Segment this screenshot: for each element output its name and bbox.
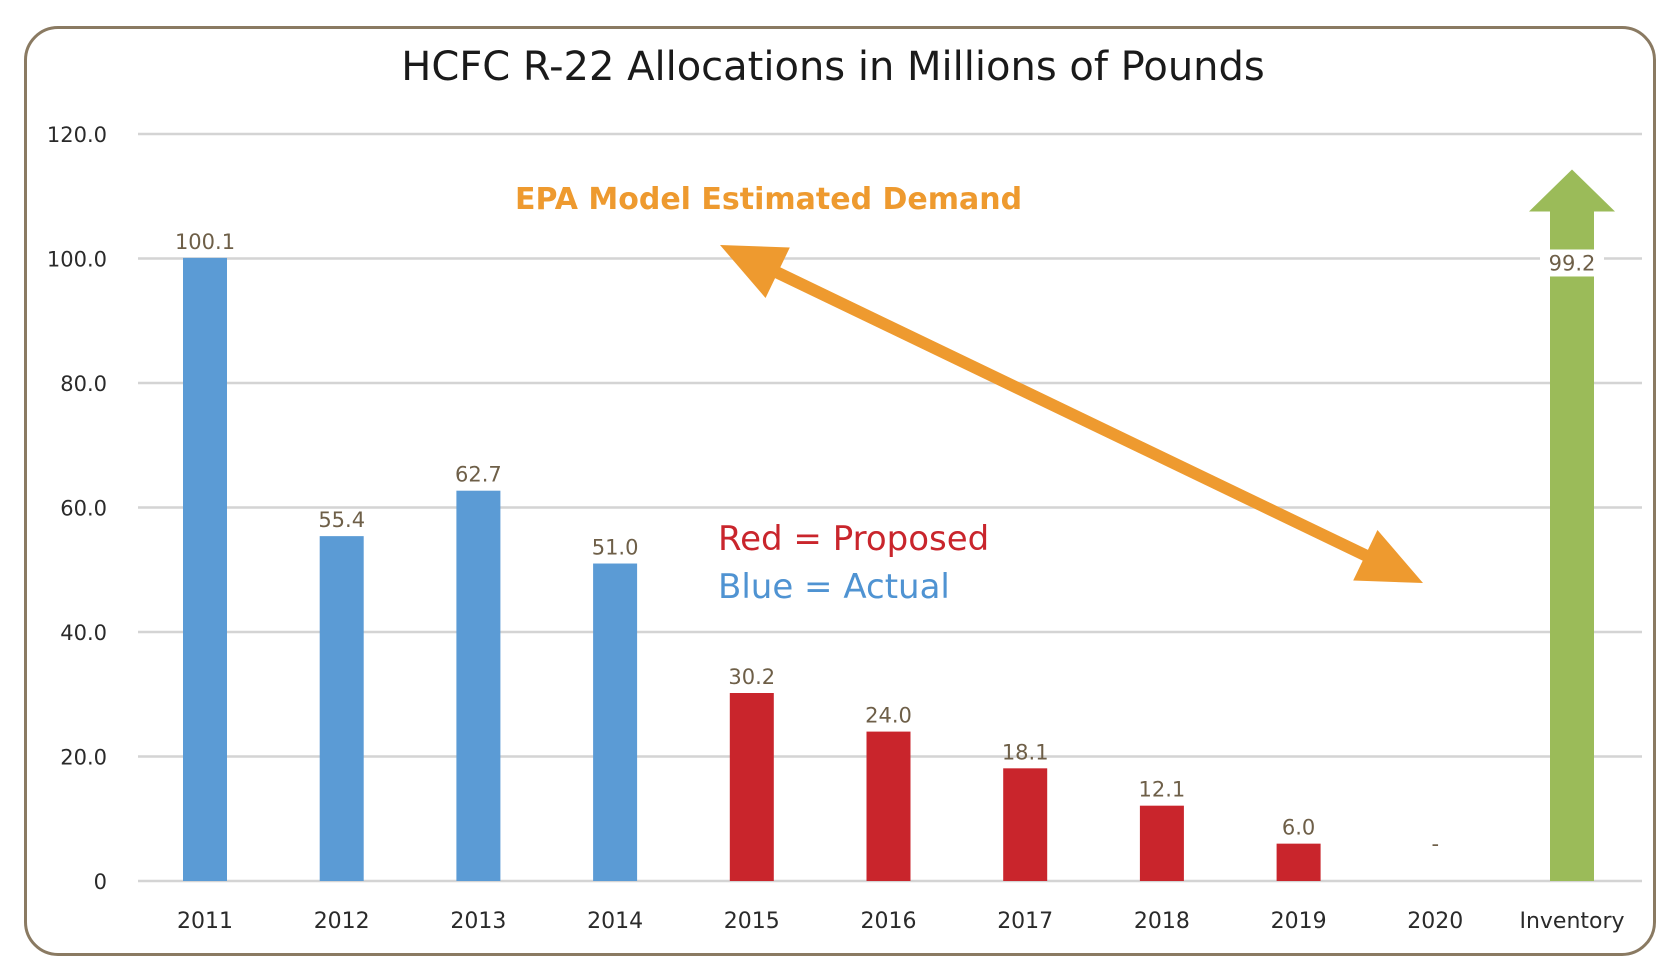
x-tick-label: 2017 [997,909,1053,934]
bar-2015 [729,693,774,881]
x-tick-label: 2020 [1407,909,1463,934]
y-axis-ticks: 0 20.0 40.0 60.0 80.0 100.0 120.0 [47,123,107,894]
demand-arrow-head-end [1353,530,1423,583]
data-label-2018: 12.1 [1139,778,1186,802]
bar-2019 [1276,843,1321,881]
chart-title: HCFC R-22 Allocations in Millions of Pou… [401,44,1265,90]
x-axis-ticks: 2011 2012 2013 2014 2015 2016 2017 2018 2019 2020… [177,909,1625,934]
bar-inventory-arrowhead [1529,169,1615,212]
demand-arrow-head-start [720,245,790,298]
data-label-2020: - [1432,832,1440,856]
y-tick-label: 60.0 [60,497,107,521]
x-tick-label: 2013 [450,909,506,934]
data-label-2012: 55.4 [318,508,365,532]
data-label-Inventory: 99.2 [1549,251,1596,275]
legend-red-proposed: Red = Proposed [718,519,989,559]
y-tick-label: 80.0 [60,372,107,396]
data-label-2013: 62.7 [455,463,502,487]
gridlines [138,132,1642,883]
x-tick-label: 2015 [724,909,780,934]
y-tick-label: 100.0 [47,248,107,272]
bar-2011 [183,257,227,881]
data-label-2011: 100.1 [175,230,235,254]
x-tick-label: 2012 [314,909,370,934]
y-tick-label: 0 [94,870,107,894]
y-tick-label: 20.0 [60,746,107,770]
bar-2017 [1003,768,1048,881]
data-label-2019: 6.0 [1282,816,1315,840]
x-tick-label: 2019 [1271,909,1327,934]
data-label-2014: 51.0 [592,536,639,560]
bar-2012 [319,536,364,881]
data-label-2015: 30.2 [728,665,775,689]
bar-2014 [593,563,638,881]
x-tick-label: 2011 [177,909,233,934]
annotations: EPA Model Estimated Demand Red = Propose… [515,182,1423,607]
bar-inventory-shaft [1550,211,1594,882]
demand-arrow-shaft [763,261,1380,567]
data-label-2017: 18.1 [1002,740,1049,764]
x-tick-label: 2016 [861,909,917,934]
legend-blue-actual: Blue = Actual [718,567,950,607]
demand-label: EPA Model Estimated Demand [515,182,1022,217]
x-tick-label: 2018 [1134,909,1190,934]
bar-2016 [866,731,911,881]
chart-frame [24,26,1656,956]
bar-2013 [456,490,501,881]
x-tick-label: 2014 [587,909,643,934]
bar-2018 [1139,805,1184,881]
y-tick-label: 120.0 [47,123,107,147]
data-label-background [1540,249,1604,277]
data-label-2016: 24.0 [865,704,912,728]
bars: 100.1 55.4 62.7 51.0 30.2 24.0 18.1 12.1 6.0 - 99.… [175,169,1615,882]
y-tick-label: 40.0 [60,621,107,645]
x-tick-label: Inventory [1519,909,1624,934]
